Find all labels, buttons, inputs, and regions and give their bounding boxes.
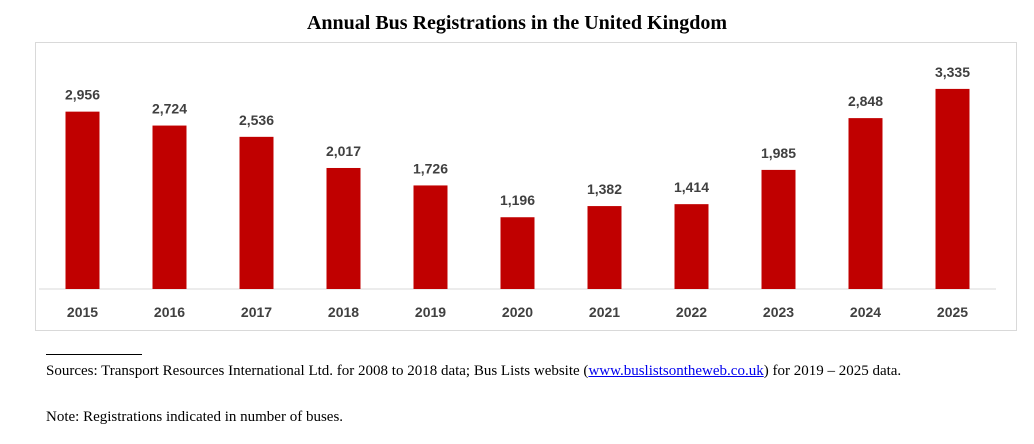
sources-suffix: ) for 2019 – 2025 data. [763,363,902,379]
footnote-note: Note: Registrations indicated in number … [46,409,344,425]
data-label-2017: 2,536 [239,112,274,128]
x-tick-2016: 2016 [154,304,185,320]
sources-prefix: Sources: Transport Resources Internation… [46,363,589,379]
bar-2021 [587,206,622,289]
bar-2020 [500,217,535,289]
sources-link[interactable]: www.buslistsontheweb.co.uk [588,363,764,379]
x-tick-2017: 2017 [241,304,272,320]
x-tick-2021: 2021 [589,304,620,320]
x-tick-2025: 2025 [937,304,968,320]
data-label-2020: 1,196 [500,192,535,208]
chart-title: Annual Bus Registrations in the United K… [306,12,728,34]
x-tick-2019: 2019 [415,304,446,320]
footnote-rule [46,354,142,355]
bar-2025 [935,88,970,290]
x-tick-2018: 2018 [328,304,359,320]
bar-2015 [65,111,100,289]
bar-2019 [413,185,448,289]
data-label-2022: 1,414 [674,179,709,195]
bar-chart: 2,956 2015 2,724 2016 2,536 2017 2,017 2018 1,72… [39,64,996,320]
data-label-2024: 2,848 [848,93,883,109]
data-label-2016: 2,724 [152,101,187,117]
bar-2023 [761,169,796,289]
bar-2017 [239,136,274,289]
data-label-2023: 1,985 [761,145,796,161]
data-label-2015: 2,956 [65,87,100,103]
data-label-2019: 1,726 [413,160,448,176]
x-tick-2022: 2022 [676,304,707,320]
bar-2024 [848,118,883,290]
chart-area: 2,956 2015 2,724 2016 2,536 2017 2,017 2018 1,72… [35,42,1017,331]
data-label-2021: 1,382 [587,181,622,197]
x-tick-2023: 2023 [763,304,794,320]
bar-2022 [674,204,709,289]
x-tick-2015: 2015 [67,304,98,320]
x-tick-2024: 2024 [850,304,881,320]
bar-2018 [326,167,361,289]
data-label-2018: 2,017 [326,143,361,159]
bar-2016 [152,125,187,289]
x-tick-2020: 2020 [502,304,533,320]
footnote-sources: Sources: Transport Resources Internation… [46,362,1031,380]
data-label-2025: 3,335 [935,64,970,80]
